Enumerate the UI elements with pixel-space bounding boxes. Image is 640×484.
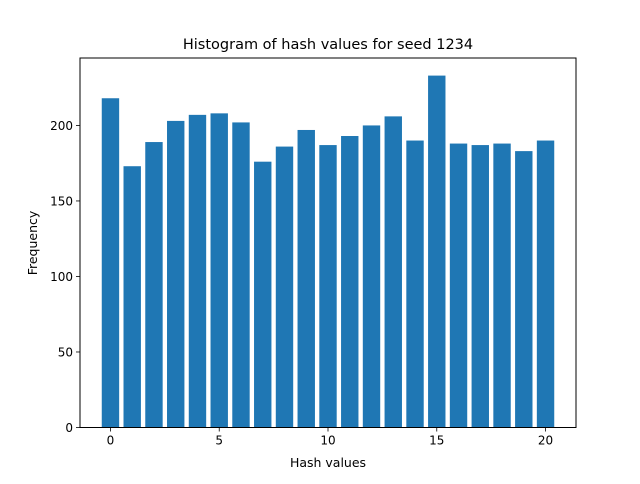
bar-11 [341,136,359,428]
bar-16 [449,143,468,428]
x-ticks-group: 0 5 10 15 20 [107,427,553,448]
y-ticks-group: 0 50 100 150 200 [50,119,80,435]
bar-0 [101,98,120,428]
bar-14 [406,140,424,428]
bar-4 [188,114,207,428]
bar-9 [297,129,315,428]
bar-12 [362,125,381,428]
bar-13 [384,116,402,428]
x-tick-label: 10 [320,434,335,448]
bar-1 [123,166,141,428]
bar-7 [254,161,272,428]
y-tick-label: 100 [50,270,73,284]
y-axis-label: Frequency [25,210,40,275]
y-tick-label: 50 [58,345,73,359]
bar-5 [210,113,228,428]
chart-title: Histogram of hash values for seed 1234 [183,37,473,53]
bar-19 [515,151,533,428]
bar-3 [167,120,185,428]
bar-17 [471,145,489,428]
bar-2 [145,142,163,428]
x-tick-label: 0 [107,434,115,448]
bar-10 [319,145,337,428]
bar-18 [493,143,511,428]
x-tick-label: 5 [215,434,223,448]
bar-20 [536,140,555,428]
x-tick-label: 15 [429,434,444,448]
bar-6 [232,122,250,428]
x-tick-label: 20 [538,434,553,448]
bar-15 [428,75,446,428]
y-tick-label: 150 [50,194,73,208]
bars-group [101,75,555,428]
x-axis-label: Hash values [290,455,366,470]
y-tick-label: 200 [50,119,73,133]
y-tick-label: 0 [65,421,73,435]
bar-8 [275,146,294,428]
